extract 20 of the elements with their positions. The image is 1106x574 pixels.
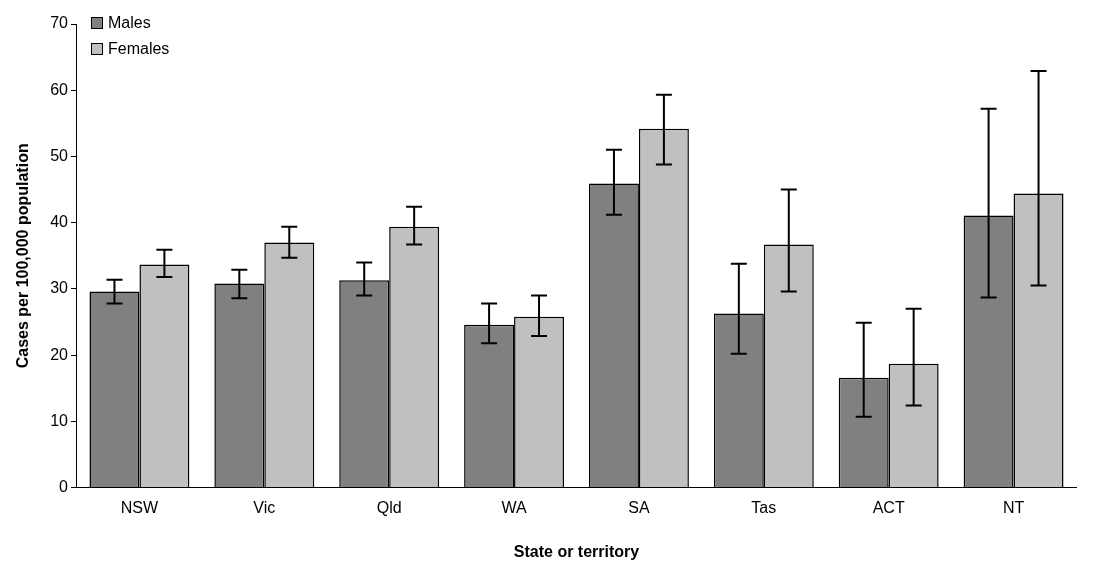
x-tick-label: Qld — [376, 498, 402, 516]
x-axis-title: State or territory — [513, 542, 640, 560]
x-tick-label: NT — [1002, 498, 1025, 516]
y-tick-label: 20 — [50, 345, 69, 363]
legend-label: Females — [107, 40, 170, 58]
x-tick-label: Tas — [751, 498, 777, 516]
x-tick-label: Vic — [253, 498, 276, 516]
y-axis-title: Cases per 100,000 population — [14, 143, 32, 369]
y-tick-label: 0 — [59, 478, 69, 496]
y-tick-label: 60 — [50, 80, 69, 98]
y-tick-label: 70 — [50, 14, 69, 32]
y-tick-label: 50 — [50, 146, 69, 164]
y-tick-label: 40 — [50, 213, 69, 231]
x-tick-label: ACT — [872, 498, 905, 516]
x-tick-label: WA — [501, 498, 527, 516]
y-tick-label: 30 — [50, 279, 69, 297]
legend-label: Males — [107, 14, 151, 32]
x-tick-label: SA — [628, 498, 650, 516]
y-tick-label: 10 — [50, 411, 69, 429]
x-tick-label: NSW — [120, 498, 159, 516]
